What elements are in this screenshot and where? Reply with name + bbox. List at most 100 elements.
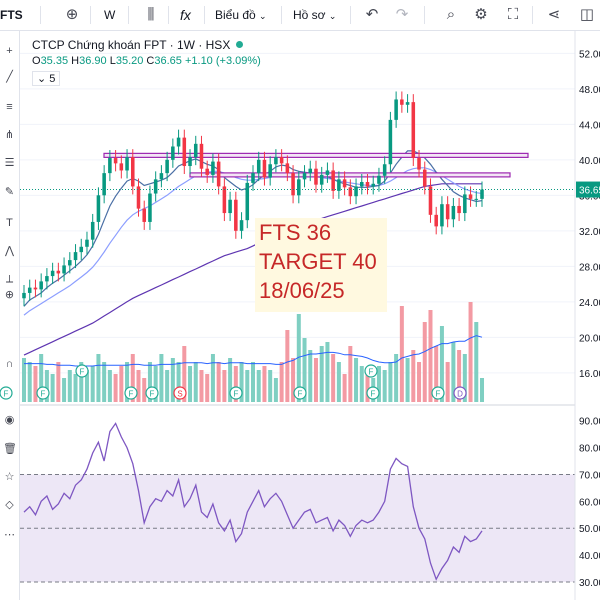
event-marker-glyph: S [177, 390, 182, 399]
candle-style-icon[interactable]: ⫼ [147, 6, 155, 23]
rsi-tick-label: 50.00 [579, 524, 600, 535]
brush-icon[interactable]: ✎ [4, 186, 15, 198]
candle-body [256, 159, 261, 174]
symbol-search-button[interactable]: FTS [0, 8, 23, 22]
candle-body [251, 173, 255, 183]
volume-bar [216, 362, 221, 402]
volume-bar [113, 374, 118, 402]
ohlc-readout: O35.35 H36.90 L35.20 C36.65 +1.10 (+3.09… [32, 55, 261, 67]
compare-plus-icon[interactable]: ⊕ [65, 6, 79, 23]
high-value: 36.90 [79, 55, 107, 67]
candle-body [354, 186, 358, 197]
candle-body [182, 137, 187, 167]
volume-bar [119, 366, 124, 402]
profile-menu-button[interactable]: Hồ sơ ⌄ [293, 0, 336, 30]
volume-bar [176, 362, 181, 402]
price-tick-label: 44.00 [579, 120, 600, 131]
magnet-icon[interactable]: ∩ [5, 358, 14, 370]
event-marker-glyph: D [457, 390, 463, 399]
volume-bar [84, 370, 89, 402]
volume-bar [210, 354, 215, 402]
ma-slow-line [23, 183, 482, 356]
candle-body [451, 205, 456, 220]
candle-body [457, 205, 461, 214]
candle-body [234, 199, 238, 231]
candle-body [39, 281, 43, 290]
text-icon[interactable]: T [6, 217, 13, 229]
volume-bar [73, 374, 78, 402]
quick-search-icon[interactable]: ⌕ [446, 6, 456, 23]
candle-body [434, 214, 438, 227]
object-tree-icon[interactable]: ⋯ [4, 529, 15, 541]
candle-body [68, 260, 72, 266]
fib-icon[interactable]: ☰ [4, 157, 15, 169]
candle-body [365, 182, 370, 187]
volume-bar [90, 366, 95, 402]
rsi-axis[interactable]: 30.00 40.00 50.00 60.00 70.00 80.00 90.00 [579, 417, 600, 589]
volume-bar [342, 374, 347, 402]
low-value: 35.20 [115, 55, 144, 67]
event-marker-glyph: F [436, 390, 441, 399]
volume-bar [239, 362, 244, 402]
trend-line-icon[interactable]: ╱ [6, 71, 13, 83]
indicators-button[interactable]: fx [180, 7, 191, 23]
volume-bar [96, 354, 101, 402]
camera-icon[interactable]: ◫ [579, 6, 595, 23]
volume-bar [130, 354, 135, 402]
undo-icon[interactable]: ↶ [365, 6, 379, 23]
rsi-tick-label: 90.00 [579, 417, 600, 428]
event-marker-glyph: F [4, 390, 9, 399]
toolbar-divider [40, 6, 41, 24]
event-marker-glyph: F [234, 390, 239, 399]
eye-icon[interactable]: ◉ [4, 414, 15, 426]
candle-body [314, 168, 318, 185]
candle-body [148, 193, 152, 222]
candle-body [176, 137, 181, 147]
indicator-toggle-button[interactable]: ⌄ 5 [32, 71, 61, 86]
layers-icon[interactable]: ◇ [5, 499, 14, 511]
horizontal-line-icon[interactable]: ≡ [6, 101, 13, 113]
last-price-label: 36.65 [579, 186, 600, 197]
interval-button[interactable]: W [104, 8, 116, 22]
pitchfork-icon[interactable]: ⋔ [4, 129, 15, 141]
redo-icon[interactable]: ↷ [395, 6, 409, 23]
volume-bar [422, 322, 427, 402]
market-open-dot-icon [236, 41, 244, 48]
candle-body [113, 158, 118, 164]
volume-bar [193, 362, 198, 402]
event-marker-glyph: F [369, 368, 374, 377]
note-line-1: FTS 36 [259, 220, 332, 245]
open-value: 35.35 [40, 55, 69, 67]
volume-bar [245, 370, 250, 402]
price-tick-label: 48.00 [579, 85, 600, 96]
volume-bar [308, 350, 313, 402]
ruler-icon[interactable]: ⟂ [5, 273, 14, 285]
crosshair-icon[interactable]: + [6, 45, 13, 57]
volume-bar [33, 366, 38, 402]
favorites-icon[interactable]: ☆ [4, 471, 15, 483]
chevron-down-icon: ⌄ [328, 11, 337, 21]
indicator-count: 5 [49, 73, 56, 85]
annotation-note[interactable]: FTS 36 TARGET 40 18/06/25 [255, 218, 387, 312]
zoom-in-icon[interactable]: ⊕ [4, 289, 15, 301]
pattern-icon[interactable]: ⋀ [4, 245, 15, 257]
candle-body [125, 157, 129, 171]
candle-body [360, 182, 364, 187]
volume-bar [153, 366, 158, 402]
open-label: O [32, 55, 41, 67]
candle-body [463, 194, 467, 214]
settings-gear-icon[interactable]: ⚙ [474, 6, 488, 23]
share-icon[interactable]: ⋖ [547, 6, 561, 23]
volume-bar [313, 358, 318, 402]
fullscreen-icon[interactable]: ⛶ [507, 6, 519, 23]
volume-bar [325, 342, 330, 402]
price-axis[interactable]: 16.0020.0024.0028.0032.0036.0040.0044.00… [20, 49, 600, 380]
trash-icon[interactable]: 🗑︎ [3, 443, 17, 455]
volume-bar [331, 354, 336, 402]
candle-body [153, 179, 158, 194]
toolbar-divider [281, 6, 282, 24]
volume-ma-line [24, 335, 483, 367]
chart-menu-button[interactable]: Biểu đồ ⌄ [215, 0, 267, 30]
candle-body [279, 157, 284, 164]
